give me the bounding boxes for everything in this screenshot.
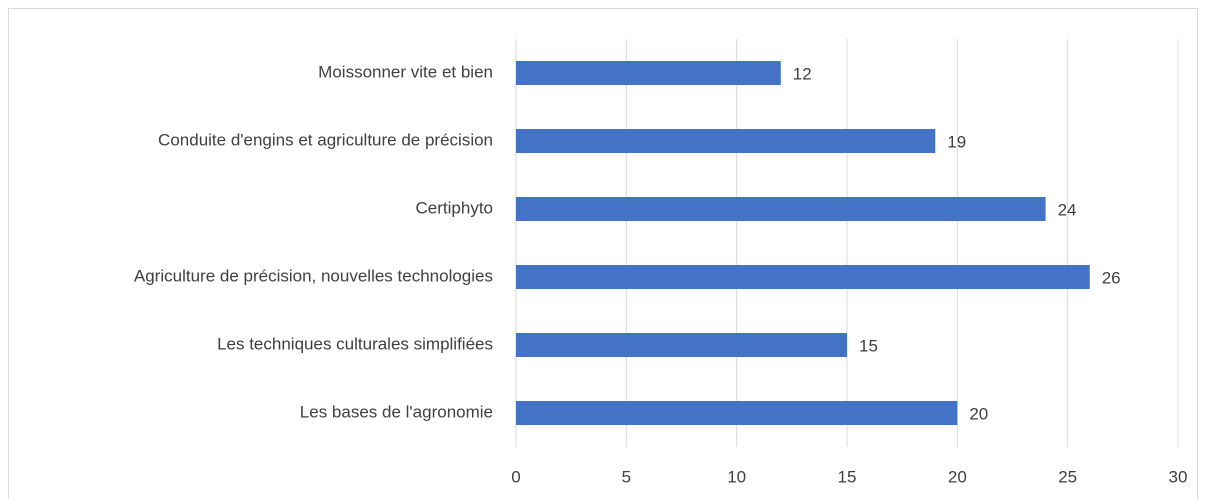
data-label: 19 — [947, 132, 966, 151]
bar — [516, 197, 1046, 221]
x-tick-label: 25 — [1058, 467, 1077, 486]
x-tick-label: 30 — [1169, 467, 1188, 486]
data-label: 24 — [1058, 200, 1077, 219]
x-tick-label: 0 — [511, 467, 520, 486]
bar — [516, 265, 1090, 289]
bar — [516, 129, 936, 153]
y-tick-label: Les techniques culturales simplifiées — [217, 334, 493, 353]
bar — [516, 401, 958, 425]
y-tick-label: Moissonner vite et bien — [318, 62, 493, 81]
data-label: 15 — [859, 336, 878, 355]
bar — [516, 61, 781, 85]
y-tick-label: Agriculture de précision, nouvelles tech… — [134, 266, 493, 285]
x-tick-label: 15 — [838, 467, 857, 486]
data-label: 20 — [969, 404, 988, 423]
y-tick-label: Les bases de l'agronomie — [300, 402, 493, 421]
x-tick-label: 20 — [948, 467, 967, 486]
y-tick-label: Conduite d'engins et agriculture de préc… — [158, 130, 493, 149]
y-tick-label: Certiphyto — [416, 198, 493, 217]
data-label: 12 — [793, 64, 812, 83]
data-label: 26 — [1102, 268, 1121, 287]
x-tick-label: 5 — [622, 467, 631, 486]
x-tick-label: 10 — [727, 467, 746, 486]
bar — [516, 333, 847, 357]
